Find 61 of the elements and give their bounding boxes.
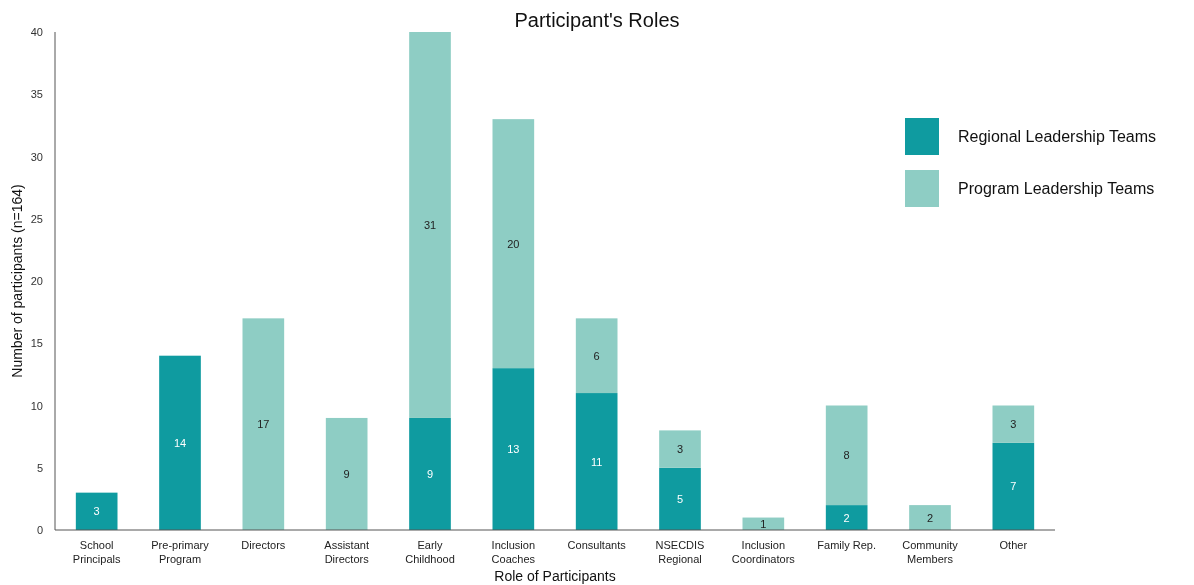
x-tick-label: Community Members (902, 539, 959, 565)
bar (992, 442, 1035, 530)
data-label: 2 (843, 511, 850, 524)
bar (409, 32, 451, 418)
bar (825, 405, 868, 506)
legend-label: Regional Leadership Teams (958, 128, 1157, 145)
data-label: 7 (1010, 480, 1017, 493)
x-tick-label: Other (999, 539, 1028, 551)
x-tick-label: Inclusion Coordinators (731, 539, 796, 565)
x-tick-label: NSECDIS Regional (655, 539, 705, 565)
x-axis-title: Role of Participants (494, 568, 616, 584)
chart-title: Participant's Roles (514, 9, 680, 31)
data-label: 2 (926, 511, 934, 524)
bar (492, 119, 535, 369)
y-tick-label: 25 (30, 212, 43, 225)
data-label: 14 (173, 436, 187, 449)
bar (409, 417, 451, 530)
data-label: 1 (760, 517, 767, 530)
y-tick-label: 5 (36, 461, 43, 474)
y-tick-label: 0 (36, 524, 43, 536)
data-label: 3 (1010, 418, 1017, 431)
data-label: 5 (676, 492, 684, 505)
bar (659, 430, 701, 468)
legend-label: Program Leadership Teams (958, 180, 1155, 197)
bar (159, 355, 201, 530)
bar (575, 318, 618, 394)
bar (325, 417, 368, 530)
x-tick-label: Inclusion Coaches (491, 539, 536, 565)
data-label: 8 (843, 449, 850, 462)
y-tick-label: 40 (30, 26, 43, 38)
y-tick-label: 10 (30, 399, 43, 412)
data-label: 11 (590, 455, 603, 468)
x-tick-label: Family Rep. (817, 539, 877, 551)
y-tick-label: 20 (30, 275, 43, 287)
data-label: 20 (507, 237, 520, 250)
y-axis-title: Number of participants (n=164) (9, 184, 25, 378)
x-tick-label: Assistant Directors (324, 539, 370, 565)
y-tick-label: 15 (30, 337, 43, 350)
data-label: 9 (343, 467, 350, 480)
bar (909, 505, 951, 530)
data-label: 31 (423, 218, 437, 231)
x-tick-label: Directors (241, 539, 286, 551)
x-tick-label: Consultants (567, 539, 627, 551)
x-tick-label: Early Childhood (405, 539, 455, 565)
bar (242, 318, 285, 530)
bar (992, 405, 1035, 443)
data-label: 13 (507, 443, 520, 456)
data-label: 9 (426, 467, 434, 480)
y-tick-label: 30 (30, 150, 43, 163)
data-label: 3 (676, 443, 684, 456)
bar (659, 467, 701, 530)
data-label: 3 (93, 505, 100, 518)
x-tick-label: School Principals (72, 539, 122, 565)
x-tick-label: Pre-primary Program (151, 539, 210, 565)
bar (492, 368, 535, 530)
bar (825, 505, 868, 530)
y-tick-label: 35 (30, 88, 43, 101)
data-label: 6 (593, 349, 600, 362)
bar (75, 492, 118, 530)
data-label: 17 (257, 418, 270, 431)
bar (575, 393, 618, 530)
